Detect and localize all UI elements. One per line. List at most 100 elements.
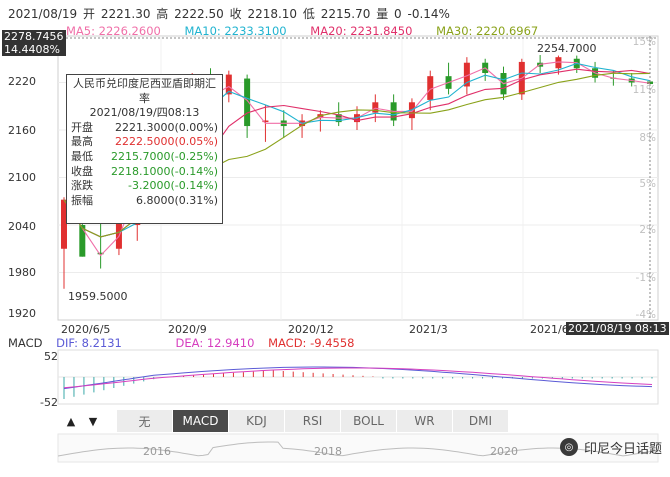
cursor-price-tag: 2278.7456 14.4408% (2, 30, 66, 56)
candle-body (97, 252, 104, 255)
tooltip-row-low: 最低 2215.7000(-0.25%) (71, 150, 218, 165)
scroll-down-button[interactable]: ▼ (88, 414, 98, 428)
overview-line (57, 441, 659, 457)
candle-body (555, 57, 562, 69)
tooltip-row-open: 开盘 2221.3000(0.00%) (71, 121, 218, 136)
pct-tick-label: 5% (639, 178, 656, 190)
tooltip-value: 6.8000(0.31%) (135, 193, 218, 207)
header-open: 2221.30 (100, 7, 151, 21)
tooltip-label: 收盘 (71, 164, 93, 178)
candle-body (225, 74, 232, 95)
tab-dmi[interactable]: DMI (453, 410, 509, 432)
macd-value: MACD: -9.4558 (268, 336, 355, 350)
header-change: -0.14% (407, 7, 450, 21)
candle-body (61, 199, 67, 249)
candle-body (427, 76, 434, 100)
x-tick-label: 2021/6 (530, 323, 569, 336)
wechat-icon: ◎ (559, 438, 578, 456)
ma10-label: MA10: 2233.3100 (184, 24, 287, 38)
tooltip-value: 2222.5000(0.05%) (114, 135, 218, 149)
tooltip-row-high: 最高 2222.5000(0.05%) (71, 135, 218, 150)
candle-body (647, 81, 653, 85)
macd-dif: DIF: 8.2131 (56, 336, 122, 350)
tooltip-datetime: 2021/08/19/四08:13 (89, 106, 200, 120)
tab-wr[interactable]: WR (397, 410, 453, 432)
ma20-label: MA20: 2231.8450 (310, 24, 413, 38)
scroll-up-button[interactable]: ▲ (66, 414, 76, 428)
x-tick-label: 2020/6/5 (61, 323, 111, 336)
pct-tick-label: -1% (635, 272, 656, 284)
tab-none[interactable]: 无 (117, 410, 173, 432)
header-vol-label: 量 (376, 7, 389, 21)
tooltip-title: 人民币兑印度尼西亚盾即期汇率 (73, 77, 216, 105)
x-tick-label: 2020/9 (168, 323, 207, 336)
header-high-label: 高 (156, 7, 169, 21)
tooltip-label: 最低 (71, 149, 93, 163)
pct-tick-label: 11% (632, 84, 656, 96)
candle-body (115, 218, 122, 249)
ma5-label: MA5: 2226.2600 (66, 24, 161, 38)
tooltip-value: 2221.3000(0.00%) (114, 120, 218, 134)
watermark-text: 印尼今日话题 (583, 441, 662, 457)
watermark: ◎ 印尼今日话题 (559, 435, 662, 459)
tooltip-row-amplitude: 振幅 6.8000(0.31%) (71, 194, 218, 209)
pct-tick-label: 2% (639, 224, 656, 236)
y-tick-label: 2040 (8, 220, 36, 233)
high-annotation: 2254.7000 (537, 42, 597, 55)
macd-name: MACD (8, 336, 43, 350)
macd-tick-label: -52 (40, 396, 58, 409)
pct-tick-label: -4% (635, 309, 656, 321)
ohlc-tooltip: 人民币兑印度尼西亚盾即期汇率 2021/08/19/四08:13 开盘 2221… (66, 74, 223, 224)
header-low: 2215.70 (320, 7, 371, 21)
indicator-tabs: 无 MACD KDJ RSI BOLL WR DMI (117, 410, 625, 432)
overview-year-label: 2018 (314, 445, 342, 458)
header-low-label: 低 (302, 7, 315, 21)
tooltip-label: 振幅 (71, 193, 93, 207)
tooltip-label: 开盘 (71, 120, 93, 134)
y-tick-label: 2220 (8, 75, 36, 88)
header-open-label: 开 (83, 7, 96, 21)
dif-line (63, 366, 653, 390)
y-tick-label: 2160 (8, 124, 36, 137)
y-tick-label: 2100 (8, 171, 36, 184)
overview-year-label: 2016 (143, 445, 171, 458)
candle-body (79, 225, 86, 257)
ma-legend: MA5: 2226.2600 MA10: 2233.3100 MA20: 223… (66, 24, 558, 40)
x-tick-label: 2020/12 (288, 323, 334, 336)
overview-year-label: 2020 (490, 445, 518, 458)
ohlc-header: 2021/08/19 开 2221.30 高 2222.50 收 2218.10… (8, 5, 452, 22)
header-high: 2222.50 (174, 7, 224, 21)
macd-legend: MACD DIF: 8.2131 DEA: 12.9410 MACD: -9.4… (8, 336, 354, 350)
pct-tick-label: 15% (632, 36, 656, 48)
y-tick-label: 1920 (8, 307, 36, 320)
header-close: 2218.10 (247, 7, 298, 21)
tooltip-row-change: 涨跌 -3.2000(-0.14%) (71, 179, 218, 194)
pct-tick-label: 8% (639, 132, 656, 144)
candle-body (372, 102, 379, 113)
macd-dea: DEA: 12.9410 (175, 336, 255, 350)
header-close-label: 收 (229, 7, 242, 21)
tab-rsi[interactable]: RSI (285, 410, 341, 432)
x-tick-label: 2021/3 (409, 323, 448, 336)
tooltip-value: -3.2000(-0.14%) (128, 179, 218, 193)
macd-tick-label: 52 (44, 350, 58, 363)
cursor-price-pct: 14.4408% (4, 43, 60, 56)
dea-line (63, 367, 653, 389)
cursor-price-value: 2278.7456 (4, 30, 64, 43)
header-date: 2021/08/19 (8, 7, 78, 21)
tooltip-label: 最高 (71, 135, 93, 149)
tab-macd[interactable]: MACD (173, 410, 229, 432)
ma30-label: MA30: 2220.6967 (436, 24, 539, 38)
y-tick-label: 1980 (8, 266, 36, 279)
tooltip-value: 2218.1000(-0.14%) (111, 164, 218, 178)
tooltip-row-close: 收盘 2218.1000(-0.14%) (71, 165, 218, 180)
low-annotation: 1959.5000 (68, 290, 128, 303)
tab-boll[interactable]: BOLL (341, 410, 397, 432)
header-vol: 0 (394, 7, 402, 21)
cursor-date-tag: 2021/08/19 08:13 (566, 322, 669, 335)
candle-body (463, 62, 470, 87)
tab-kdj[interactable]: KDJ (229, 410, 285, 432)
candle-body (244, 78, 251, 127)
